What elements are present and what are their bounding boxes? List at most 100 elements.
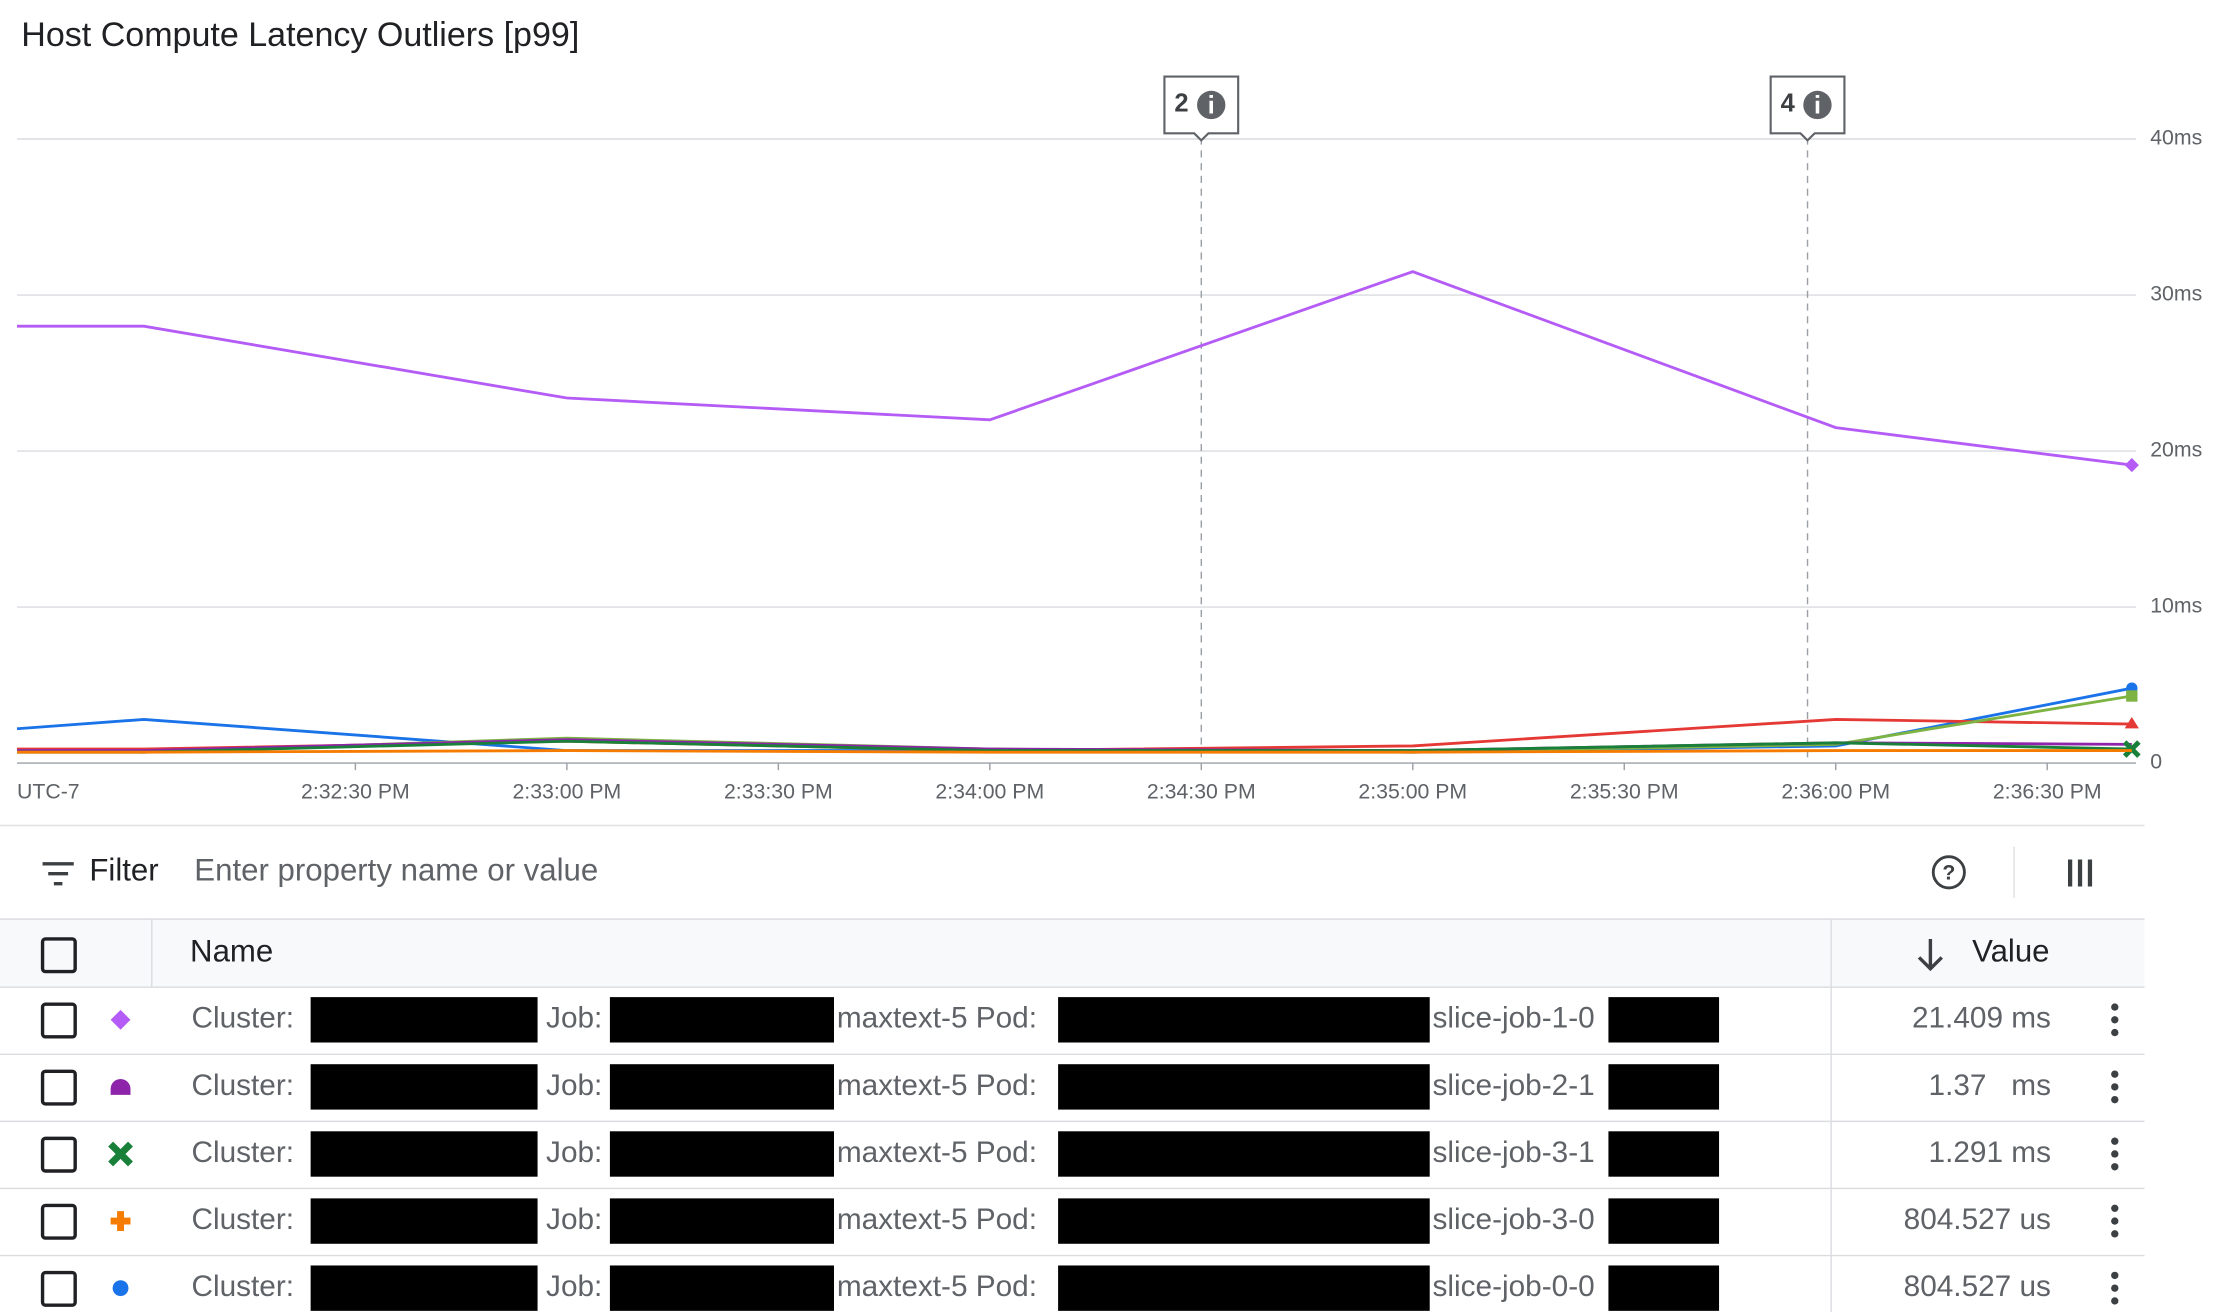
row-checkbox[interactable] [40,1270,77,1307]
row-marker [110,1009,131,1030]
redaction [1058,997,1430,1043]
name-part: slice-job-3-1 [1433,1136,1595,1169]
name-part: Job: [546,1203,602,1236]
redaction [609,1198,834,1244]
redaction [1058,1131,1430,1177]
name-part: Cluster: [191,1270,294,1303]
redaction [609,997,834,1043]
x-tick-label: 2:35:00 PM [1358,779,1467,803]
row-menu[interactable] [2111,1137,2119,1171]
columns-button[interactable] [2067,859,2093,887]
row-value: 804.527 us [1904,1270,2051,1303]
annotation-label: 4 [1781,90,1796,118]
name-part: maxtext-5 Pod: [837,1002,1037,1035]
series-end-marker [2126,690,2138,702]
x-tick-label: 2:34:30 PM [1147,779,1256,803]
row-menu[interactable] [2111,1070,2119,1104]
redaction [310,1198,538,1244]
series-line [17,270,2132,467]
menu-dot [2111,1083,2119,1091]
series-end-marker [2124,457,2139,473]
menu-dot [2111,1163,2119,1171]
y-tick-label: 40ms [2150,126,2202,150]
row-value: 1.291 ms [1929,1136,2051,1169]
menu-dot [2111,1070,2119,1078]
sort-icon [1917,938,1943,972]
row-menu[interactable] [2111,1003,2119,1037]
row-marker [110,1211,131,1232]
redaction [310,1064,538,1110]
name-part: slice-job-0-0 [1433,1270,1595,1303]
name-part: Cluster: [191,1136,294,1169]
timezone: UTC-7 [17,779,80,803]
y-tick-label: 30ms [2150,282,2202,306]
row-checkbox[interactable] [40,1203,77,1240]
menu-dot [2111,1271,2119,1280]
menu-dot [2111,1230,2119,1238]
menu-dot [2111,1028,2119,1037]
series-end-marker [2122,740,2141,758]
name-part: Job: [546,1002,602,1035]
redaction [310,997,538,1043]
row-marker [110,1078,131,1095]
y-tick-label: 10ms [2150,594,2202,618]
redaction [1608,1265,1720,1311]
series-end-marker [2124,716,2139,729]
table-header [0,919,2145,988]
menu-dot [2111,1284,2119,1292]
select-all[interactable] [40,937,77,974]
menu-dot [2111,1016,2119,1024]
row-checkbox[interactable] [40,1136,77,1173]
x-tick-label: 2:35:30 PM [1570,779,1679,803]
name-part: Cluster: [191,1002,294,1035]
x-tick-label: 2:33:30 PM [724,779,833,803]
row-value: 804.527 us [1904,1203,2051,1236]
row-checkbox[interactable] [40,1069,77,1106]
series-line [17,749,2132,754]
name-part: Cluster: [191,1203,294,1236]
filter-bar[interactable]: Filter Enter property name or value [42,853,599,888]
redaction [310,1265,538,1311]
redaction [1058,1064,1430,1110]
row-value: 21.409 ms [1912,1002,2051,1035]
name-part: maxtext-5 Pod: [837,1203,1037,1236]
y-tick-label: 0 [2150,750,2162,774]
x-tick-label: 2:36:00 PM [1781,779,1890,803]
redaction [1608,1131,1720,1177]
name-part: slice-job-1-0 [1433,1002,1595,1035]
row-value: 1.37 ms [1929,1069,2051,1102]
help-button[interactable]: ? [1931,855,1966,890]
redaction [609,1265,834,1311]
filter-input[interactable]: Enter property name or value [194,853,598,888]
x-tick-label: 2:36:30 PM [1993,779,2102,803]
filter-icon [42,862,74,886]
name-part: slice-job-3-0 [1433,1203,1595,1236]
x-tick-label: 2:32:30 PM [301,779,410,803]
row-checkbox[interactable] [40,1002,77,1039]
redaction [1608,1198,1720,1244]
name-part: maxtext-5 Pod: [837,1136,1037,1169]
redaction [609,1131,834,1177]
menu-dot [2111,1297,2119,1305]
name-part: maxtext-5 Pod: [837,1069,1037,1102]
name-part: maxtext-5 Pod: [837,1270,1037,1303]
row-marker [108,1141,133,1167]
header-name[interactable]: Name [190,933,273,968]
menu-dot [2111,1150,2119,1158]
y-tick-label: 20ms [2150,438,2202,462]
x-tick-label: 2:34:00 PM [935,779,1044,803]
name-part: slice-job-2-1 [1433,1069,1595,1102]
redaction [609,1064,834,1110]
name-part: Job: [546,1136,602,1169]
redaction [1608,1064,1720,1110]
row-menu[interactable] [2111,1204,2119,1238]
menu-dot [2111,1204,2119,1213]
chart-title: Host Compute Latency Outliers [p99] [21,16,579,54]
header-value[interactable]: Value [1972,933,2049,968]
name-part: Job: [546,1069,602,1102]
row-menu[interactable] [2111,1271,2119,1305]
redaction [1058,1265,1430,1311]
annotation-label: 2 [1174,90,1188,118]
